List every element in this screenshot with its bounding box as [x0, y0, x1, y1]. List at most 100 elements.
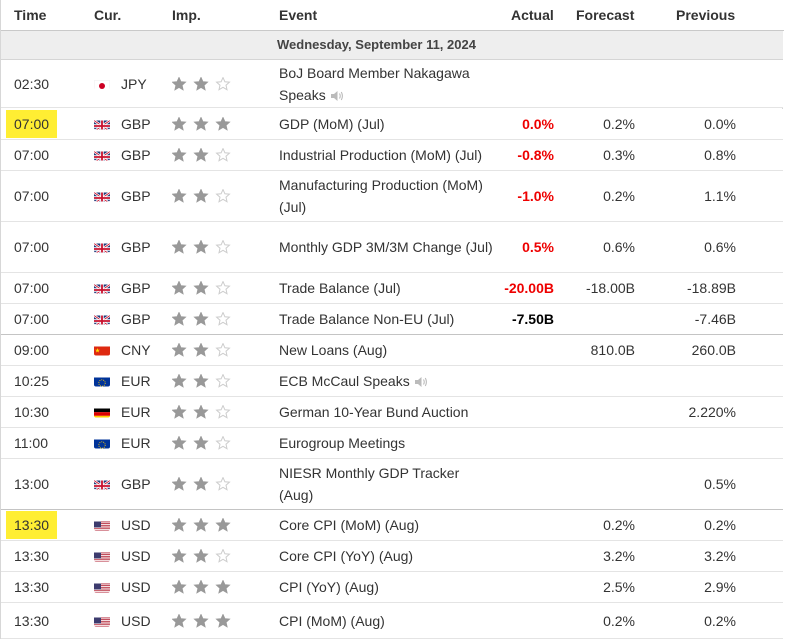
star-empty-icon: [215, 311, 231, 326]
event-name[interactable]: Trade Balance Non-EU (Jul): [279, 311, 455, 327]
event-name-link[interactable]: Trade Balance Non-EU (Jul): [279, 308, 494, 330]
event-row[interactable]: 13:30 USD CPI (MoM) (Aug) 0.2% 0.2%: [1, 603, 783, 639]
currency-code: USD: [121, 612, 151, 629]
event-name-link[interactable]: ECB McCaul Speaks: [279, 370, 494, 392]
star-filled-icon: [171, 75, 187, 91]
event-name-link[interactable]: BoJ Board Member Nakagawa Speaks: [279, 62, 494, 106]
event-row[interactable]: 10:25 EUR ECB McCaul Speaks: [1, 366, 783, 397]
header-previous[interactable]: Previous: [676, 7, 736, 23]
event-name-link[interactable]: Core CPI (MoM) (Aug): [279, 514, 494, 536]
currency-code: USD: [121, 517, 151, 533]
currency-code: GBP: [121, 147, 151, 163]
event-name-link[interactable]: Eurogroup Meetings: [279, 432, 494, 454]
event-name-link[interactable]: Industrial Production (MoM) (Jul): [279, 144, 494, 166]
event-row[interactable]: 13:30 USD Core CPI (MoM) (Aug) 0.2% 0.2%: [1, 510, 783, 541]
event-time: 13:30: [14, 612, 50, 629]
event-name-link[interactable]: German 10-Year Bund Auction: [279, 401, 494, 423]
importance-stars: [171, 612, 234, 628]
header-forecast[interactable]: Forecast: [576, 7, 635, 23]
star-filled-icon: [215, 579, 231, 594]
event-name-link[interactable]: Core CPI (YoY) (Aug): [279, 545, 494, 567]
forecast-value: 0.2%: [603, 116, 635, 132]
star-filled-icon: [171, 147, 187, 162]
star-empty-icon: [215, 404, 231, 419]
event-name-link[interactable]: Trade Balance (Jul): [279, 277, 494, 299]
importance-stars: [171, 435, 234, 450]
event-name[interactable]: Monthly GDP 3M/3M Change (Jul): [279, 239, 493, 255]
actual-value: -0.8%: [517, 147, 554, 163]
event-row[interactable]: 07:00 GBP Trade Balance (Jul) -20.00B -18.00…: [1, 273, 783, 304]
header-event[interactable]: Event: [279, 7, 318, 23]
event-row[interactable]: 13:30 USD Core CPI (YoY) (Aug) 3.2% 3.2%: [1, 541, 783, 572]
event-row[interactable]: 13:30 USD CPI (YoY) (Aug) 2.5% 2.9%: [1, 572, 783, 603]
star-empty-icon: [215, 280, 231, 295]
event-name[interactable]: CPI (YoY) (Aug): [279, 579, 379, 595]
event-name-link[interactable]: CPI (MoM) (Aug): [279, 610, 494, 632]
currency-code: USD: [121, 548, 151, 564]
event-name[interactable]: CPI (MoM) (Aug): [279, 612, 385, 629]
event-name[interactable]: Manufacturing Production (MoM) (Jul): [279, 177, 483, 215]
event-name[interactable]: ECB McCaul Speaks: [279, 373, 410, 389]
header-importance[interactable]: Imp.: [172, 7, 201, 23]
event-name-link[interactable]: NIESR Monthly GDP Tracker (Aug): [279, 462, 494, 506]
star-empty-icon: [215, 476, 231, 491]
event-row[interactable]: 09:00 CNY New Loans (Aug) 810.0B 260.0B: [1, 335, 783, 366]
event-name-link[interactable]: Monthly GDP 3M/3M Change (Jul): [279, 236, 494, 258]
star-filled-icon: [171, 476, 187, 491]
event-row[interactable]: 10:30 EUR German 10-Year Bund Auction 2.220…: [1, 397, 783, 428]
event-row[interactable]: 07:00 GBP GDP (MoM) (Jul) 0.0% 0.2% 0.0%: [1, 109, 783, 140]
previous-value: 0.5%: [704, 476, 736, 492]
importance-stars: [171, 548, 234, 563]
header-time[interactable]: Time: [14, 7, 47, 23]
event-name[interactable]: NIESR Monthly GDP Tracker (Aug): [279, 465, 460, 503]
star-filled-icon: [193, 476, 209, 491]
star-filled-icon: [215, 612, 231, 628]
event-row[interactable]: 11:00 EUR Eurogroup Meetings: [1, 428, 783, 459]
event-row[interactable]: 07:00 GBP Manufacturing Production (MoM) (…: [1, 171, 783, 222]
flag-us-icon: [94, 615, 110, 626]
flag-gb-icon: [94, 242, 110, 253]
event-name[interactable]: Eurogroup Meetings: [279, 435, 406, 451]
event-name[interactable]: German 10-Year Bund Auction: [279, 404, 469, 420]
star-filled-icon: [193, 404, 209, 419]
event-name[interactable]: Trade Balance (Jul): [279, 280, 401, 296]
currency-code: GBP: [121, 311, 151, 327]
event-time: 07:00: [14, 239, 50, 255]
event-row[interactable]: 07:00 GBP Industrial Production (MoM) (Jul…: [1, 140, 783, 171]
event-row[interactable]: 13:00 GBP NIESR Monthly GDP Tracker (Aug) 0…: [1, 459, 783, 510]
forecast-value: 0.2%: [603, 188, 635, 204]
event-row[interactable]: 07:00 GBP Monthly GDP 3M/3M Change (Jul) 0.…: [1, 222, 783, 273]
star-empty-icon: [215, 373, 231, 388]
event-name[interactable]: New Loans (Aug): [279, 342, 388, 358]
speaker-icon: [330, 90, 343, 101]
event-name-link[interactable]: CPI (YoY) (Aug): [279, 576, 494, 598]
event-name[interactable]: BoJ Board Member Nakagawa Speaks: [279, 64, 470, 103]
event-name-link[interactable]: Manufacturing Production (MoM) (Jul): [279, 174, 494, 218]
event-name-link[interactable]: New Loans (Aug): [279, 339, 494, 361]
currency-code: EUR: [121, 404, 151, 420]
previous-value: 0.2%: [704, 612, 736, 629]
importance-stars: [171, 188, 234, 203]
event-time: 02:30: [14, 75, 50, 92]
importance-stars: [171, 239, 234, 254]
star-filled-icon: [171, 612, 187, 628]
flag-gb-icon: [94, 119, 110, 130]
event-row[interactable]: 02:30 JPY BoJ Board Member Nakagawa Speaks: [1, 60, 783, 108]
flag-jp-icon: [94, 78, 110, 89]
event-name[interactable]: Core CPI (MoM) (Aug): [279, 517, 420, 533]
header-actual[interactable]: Actual: [511, 7, 554, 23]
previous-value: 0.0%: [704, 116, 736, 132]
star-empty-icon: [215, 342, 231, 357]
event-name[interactable]: GDP (MoM) (Jul): [279, 116, 385, 132]
event-name-link[interactable]: GDP (MoM) (Jul): [279, 113, 494, 135]
header-currency[interactable]: Cur.: [94, 7, 122, 23]
star-empty-icon: [215, 435, 231, 450]
star-filled-icon: [193, 311, 209, 326]
star-filled-icon: [171, 404, 187, 419]
event-time: 13:30: [14, 579, 50, 595]
importance-stars: [171, 311, 234, 326]
event-name[interactable]: Industrial Production (MoM) (Jul): [279, 147, 483, 163]
event-row[interactable]: 07:00 GBP Trade Balance Non-EU (Jul) -7.50B…: [1, 304, 783, 335]
star-filled-icon: [193, 435, 209, 450]
event-name[interactable]: Core CPI (YoY) (Aug): [279, 548, 414, 564]
